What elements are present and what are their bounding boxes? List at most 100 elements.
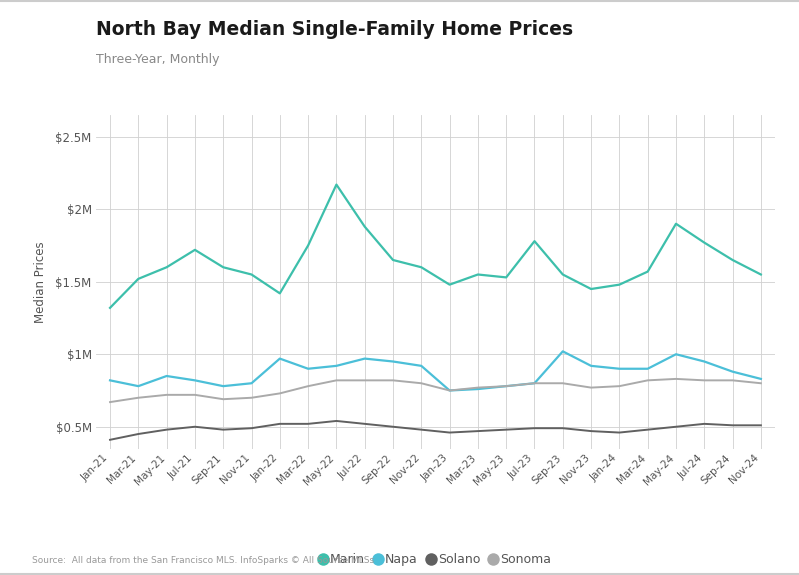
Sonoma [360, 377, 369, 384]
Napa [218, 383, 228, 390]
Napa [275, 355, 284, 362]
Sonoma [218, 396, 228, 402]
Solano [360, 420, 369, 427]
Line: Sonoma: Sonoma [110, 379, 761, 402]
Napa [445, 387, 455, 394]
Marin [247, 271, 256, 278]
Line: Solano: Solano [110, 421, 761, 440]
Marin [586, 286, 596, 293]
Napa [416, 362, 426, 369]
Marin [699, 239, 709, 246]
Sonoma [530, 380, 539, 387]
Napa [643, 365, 653, 372]
Solano [105, 436, 115, 443]
Napa [133, 383, 143, 390]
Solano [699, 420, 709, 427]
Solano [133, 431, 143, 438]
Solano [162, 426, 172, 433]
Marin [416, 264, 426, 271]
Sonoma [445, 387, 455, 394]
Marin [304, 242, 313, 249]
Napa [304, 365, 313, 372]
Marin [614, 281, 624, 288]
Napa [388, 358, 398, 365]
Napa [190, 377, 200, 384]
Sonoma [275, 390, 284, 397]
Napa [586, 362, 596, 369]
Marin [133, 275, 143, 282]
Sonoma [558, 380, 567, 387]
Line: Napa: Napa [110, 351, 761, 390]
Solano [445, 429, 455, 436]
Napa [530, 380, 539, 387]
Marin [671, 220, 681, 227]
Marin [445, 281, 455, 288]
Solano [530, 425, 539, 432]
Solano [388, 423, 398, 430]
Legend: Marin, Napa, Solano, Sonoma: Marin, Napa, Solano, Sonoma [315, 548, 556, 571]
Marin [190, 247, 200, 254]
Sonoma [756, 380, 765, 387]
Solano [416, 426, 426, 433]
Sonoma [247, 394, 256, 401]
Sonoma [643, 377, 653, 384]
Solano [502, 426, 511, 433]
Solano [728, 422, 737, 429]
Napa [614, 365, 624, 372]
Napa [699, 358, 709, 365]
Marin [162, 264, 172, 271]
Marin [218, 264, 228, 271]
Text: North Bay Median Single-Family Home Prices: North Bay Median Single-Family Home Pric… [96, 20, 573, 39]
Napa [105, 377, 115, 384]
Solano [332, 417, 341, 424]
Sonoma [728, 377, 737, 384]
Solano [473, 428, 483, 435]
Solano [756, 422, 765, 429]
Sonoma [502, 383, 511, 390]
Solano [586, 428, 596, 435]
Napa [473, 386, 483, 393]
Marin [728, 256, 737, 263]
Sonoma [190, 392, 200, 398]
Solano [558, 425, 567, 432]
Sonoma [332, 377, 341, 384]
Napa [502, 383, 511, 390]
Solano [190, 423, 200, 430]
Napa [756, 375, 765, 382]
Y-axis label: Median Prices: Median Prices [34, 241, 47, 323]
Solano [275, 420, 284, 427]
Solano [614, 429, 624, 436]
Sonoma [614, 383, 624, 390]
Napa [162, 373, 172, 380]
Solano [643, 426, 653, 433]
Napa [332, 362, 341, 369]
Marin [275, 290, 284, 297]
Sonoma [699, 377, 709, 384]
Sonoma [162, 392, 172, 398]
Text: Three-Year, Monthly: Three-Year, Monthly [96, 53, 220, 66]
Marin [105, 304, 115, 311]
Text: Source:  All data from the San Francisco MLS. InfoSparks © All Source MLSs: Source: All data from the San Francisco … [32, 555, 374, 565]
Marin [756, 271, 765, 278]
Marin [388, 256, 398, 263]
Napa [247, 380, 256, 387]
Marin [473, 271, 483, 278]
Sonoma [473, 384, 483, 391]
Line: Marin: Marin [110, 185, 761, 308]
Solano [304, 420, 313, 427]
Sonoma [388, 377, 398, 384]
Sonoma [304, 383, 313, 390]
Sonoma [105, 398, 115, 405]
Marin [643, 268, 653, 275]
Marin [360, 223, 369, 230]
Marin [558, 271, 567, 278]
Napa [728, 368, 737, 375]
Solano [218, 426, 228, 433]
Sonoma [416, 380, 426, 387]
Sonoma [586, 384, 596, 391]
Sonoma [671, 375, 681, 382]
Napa [671, 351, 681, 358]
Marin [332, 181, 341, 188]
Solano [671, 423, 681, 430]
Napa [360, 355, 369, 362]
